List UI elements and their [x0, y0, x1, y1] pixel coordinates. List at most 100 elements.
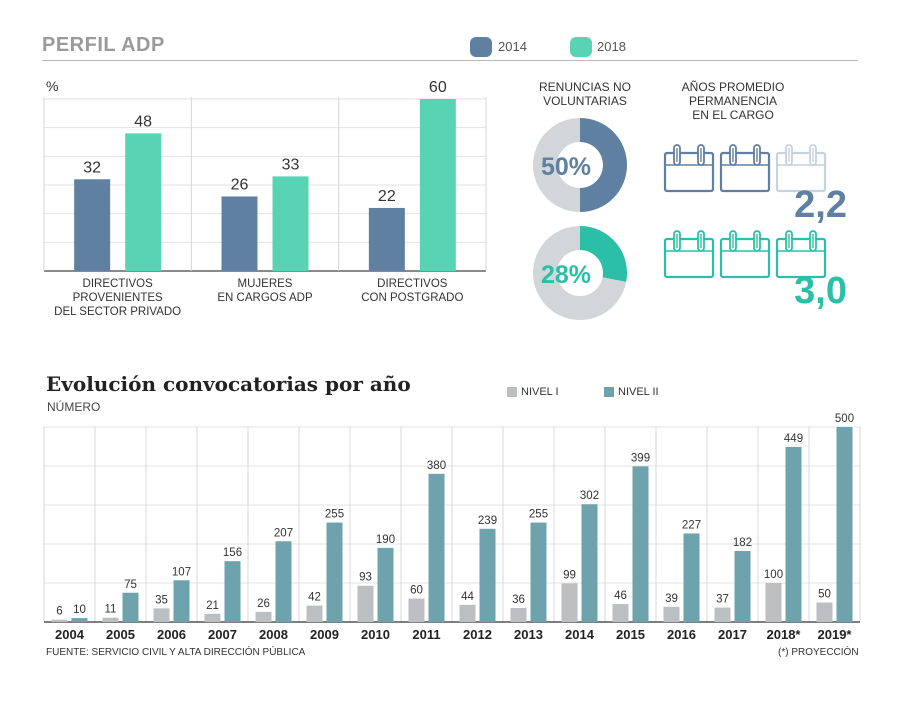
year-tick-label: 2013	[514, 627, 543, 642]
bar-NIVEL-II-2008	[275, 541, 292, 622]
donut-value-2018: 28%	[541, 261, 591, 289]
bar-NIVEL-II-2017	[734, 551, 751, 622]
renuncias-donuts: 50% 28%	[533, 118, 627, 320]
bar-value-label: 36	[512, 594, 525, 606]
bar-NIVEL-I-2005	[102, 617, 119, 622]
calendar-icon-2014-2	[719, 144, 771, 193]
bar-NIVEL-I-2006	[153, 608, 170, 622]
projection-note: (*) PROYECCIÓN	[778, 647, 859, 658]
renuncias-title-line-1: RENUNCIAS NO	[538, 80, 631, 94]
bar-NIVEL-I-2004	[51, 619, 68, 622]
bar-2014-group-2	[221, 196, 258, 271]
bar-NIVEL-I-2019*	[816, 602, 833, 622]
bar-value-label: 46	[614, 590, 627, 602]
bar-NIVEL-II-2019*	[836, 427, 853, 622]
permanencia-title: AÑOS PROMEDIO PERMANENCIA EN EL CARGO	[668, 80, 798, 122]
bar-value-label: 93	[359, 572, 372, 584]
bar-NIVEL-I-2015	[612, 604, 629, 622]
bar-2014-group-3	[368, 207, 405, 271]
bar-value-label: 6	[56, 606, 62, 618]
calendar-icon-2014-3	[775, 144, 827, 193]
renuncias-title-line-2: VOLUNTARIAS	[543, 94, 627, 108]
bar-value-label: 190	[376, 534, 395, 546]
bar-NIVEL-I-2016	[663, 606, 680, 622]
legend-nivel1-swatch	[507, 387, 517, 397]
bar-value-label: 227	[682, 519, 701, 531]
bar-NIVEL-II-2010	[377, 547, 394, 622]
bar-value-label: 50	[818, 589, 831, 601]
bar-value-label: 26	[257, 598, 270, 610]
legend-2014-swatch	[470, 37, 492, 57]
bar-NIVEL-II-2016	[683, 533, 700, 622]
bar-NIVEL-II-2007	[224, 561, 241, 622]
bar-value-label: 60	[410, 585, 423, 597]
bar-value-label: 37	[716, 594, 729, 606]
profile-bar-chart: 32 48 DIRECTIVOS PROVENIENTES DEL SECTOR PRI…	[43, 79, 487, 318]
bar-value-label: 182	[733, 537, 752, 549]
bar-value-label: 239	[478, 515, 497, 527]
bar-NIVEL-I-2013	[510, 607, 527, 622]
bar-value-label: 10	[73, 604, 86, 616]
bar-NIVEL-I-2008	[255, 611, 272, 622]
bar-value-label: 255	[325, 509, 344, 521]
bar-2018-group-3	[419, 99, 456, 271]
bar-NIVEL-I-2007	[204, 613, 221, 622]
bar-value-label: 48	[134, 113, 152, 130]
donut-slice-2014	[580, 118, 627, 212]
bar-value-label: 500	[835, 413, 854, 425]
legend-2018-swatch	[570, 37, 592, 57]
year-tick-label: 2011	[412, 627, 440, 642]
bar-value-label: 35	[155, 594, 168, 606]
bar-value-label: 107	[172, 566, 191, 578]
category-label: DIRECTIVOS	[83, 278, 154, 290]
year-tick-label: 2006	[157, 627, 186, 642]
bar-NIVEL-I-2010	[357, 585, 374, 622]
legend-2014-label: 2014	[498, 39, 527, 54]
bar-NIVEL-II-2006	[173, 580, 190, 622]
evolucion-bar-chart: 6 10 2004 11 75 2005 35 107 2006 21 156 2007 26 207 20…	[43, 413, 861, 642]
bar-value-label: 42	[308, 592, 321, 604]
bar-NIVEL-II-2009	[326, 522, 343, 622]
page-title: PERFIL ADP	[42, 34, 165, 56]
year-tick-label: 2015	[616, 627, 645, 642]
year-tick-label: 2018*	[767, 627, 802, 642]
permanencia-title-line-1: AÑOS PROMEDIO	[681, 80, 785, 94]
bar-value-label: 99	[563, 569, 576, 581]
year-tick-label: 2004	[55, 627, 85, 642]
bar-NIVEL-I-2011	[408, 598, 425, 622]
bar-NIVEL-II-2013	[530, 522, 547, 622]
permanencia-title-line-3: EN EL CARGO	[692, 108, 774, 122]
calendar-icon-2018-3	[775, 230, 827, 279]
bar-NIVEL-II-2012	[479, 528, 496, 622]
bar-value-label: 302	[580, 490, 599, 502]
year-tick-label: 2019*	[818, 627, 853, 642]
bar-value-label: 449	[784, 433, 803, 445]
legend-nivel2-swatch	[604, 387, 614, 397]
bar-NIVEL-II-2014	[581, 504, 598, 622]
category-label: CON POSTGRADO	[361, 292, 463, 304]
bar-NIVEL-II-2004	[71, 618, 88, 622]
bar-NIVEL-II-2005	[122, 592, 139, 622]
header-divider	[42, 60, 858, 61]
source-note: FUENTE: SERVICIO CIVIL Y ALTA DIRECCIÓN …	[46, 647, 306, 658]
profile-unit-label: %	[46, 78, 59, 94]
legend-2018-label: 2018	[597, 39, 626, 54]
category-label: EN CARGOS ADP	[217, 292, 313, 304]
legend-nivel2-label: NIVEL II	[618, 386, 659, 398]
category-label: MUJERES	[238, 278, 293, 290]
bar-value-label: 32	[83, 159, 101, 176]
year-tick-label: 2010	[361, 627, 390, 642]
bar-value-label: 60	[429, 79, 447, 96]
year-tick-label: 2014	[565, 627, 595, 642]
bar-NIVEL-I-2017	[714, 607, 731, 622]
year-tick-label: 2005	[106, 627, 135, 642]
category-label: PROVENIENTES	[73, 292, 163, 304]
permanencia-value-2018: 3,0	[794, 270, 847, 312]
bar-NIVEL-I-2009	[306, 605, 323, 622]
bar-value-label: 255	[529, 509, 548, 521]
bar-value-label: 207	[274, 527, 293, 539]
bar-value-label: 380	[427, 460, 446, 472]
year-tick-label: 2012	[463, 627, 492, 642]
bar-NIVEL-II-2011	[428, 473, 445, 622]
category-label: DEL SECTOR PRIVADO	[54, 306, 181, 318]
